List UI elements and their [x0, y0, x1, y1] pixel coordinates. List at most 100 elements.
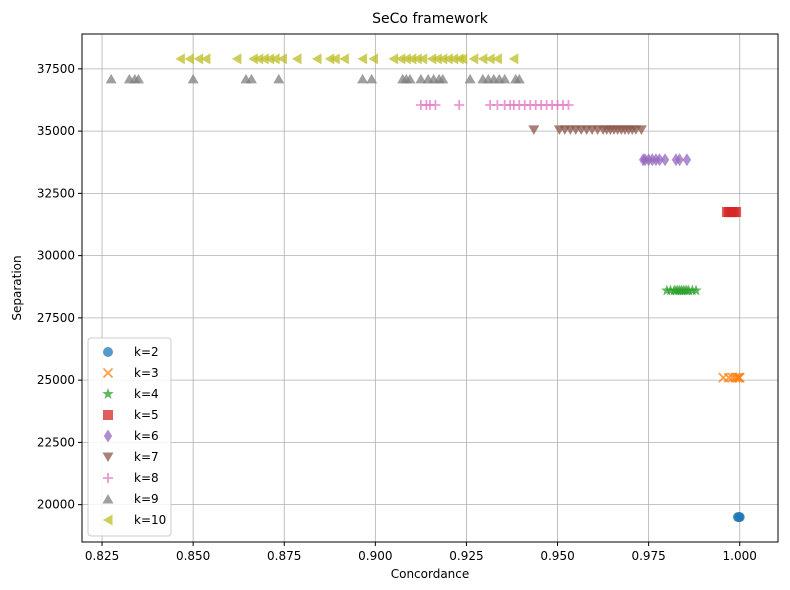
data-point	[412, 53, 422, 65]
data-point	[175, 53, 185, 65]
data-point	[277, 53, 287, 65]
x-tick-label: 0.850	[176, 549, 210, 563]
legend-entry: k=7	[134, 450, 159, 464]
data-point	[264, 53, 275, 65]
data-point	[330, 53, 340, 65]
data-point	[443, 53, 453, 65]
y-tick-label: 22500	[37, 435, 75, 449]
series-k=3	[718, 372, 745, 383]
data-point	[690, 284, 702, 296]
data-point	[401, 53, 411, 65]
data-point	[485, 53, 495, 65]
data-point	[675, 153, 684, 167]
data-point	[339, 53, 349, 65]
x-tick-label: 0.925	[449, 549, 483, 563]
y-axis-ticks: 20000 22500 25000 27500 30000 32500 35000 37500	[37, 62, 82, 512]
y-tick-label: 37500	[37, 62, 75, 76]
x-axis-label: Concordance	[391, 567, 470, 581]
data-point	[426, 53, 437, 65]
data-point	[655, 153, 664, 167]
y-tick-label: 25000	[37, 373, 75, 387]
x-tick-label: 0.975	[631, 549, 665, 563]
series-k=6	[638, 153, 692, 167]
data-point	[499, 73, 511, 84]
data-point	[415, 73, 427, 84]
data-point	[734, 512, 745, 523]
data-point	[437, 73, 449, 84]
data-point	[563, 99, 574, 110]
data-point	[417, 53, 428, 65]
data-point	[366, 73, 378, 84]
data-points	[105, 53, 745, 523]
legend-marker	[103, 347, 113, 357]
x-tick-label: 0.825	[85, 549, 119, 563]
data-point	[448, 53, 459, 65]
grid-lines	[82, 34, 778, 542]
y-tick-label: 35000	[37, 124, 75, 138]
legend-entry: k=9	[134, 492, 159, 506]
plot-frame	[81, 33, 779, 543]
x-tick-label: 0.900	[358, 549, 392, 563]
x-axis-ticks: 0.825 0.850 0.875 0.900 0.925 0.950 0.975 1.000	[85, 542, 757, 563]
series-k=4	[661, 284, 702, 296]
data-point	[368, 53, 379, 65]
data-point	[231, 53, 242, 65]
data-point	[395, 53, 406, 65]
data-point	[682, 153, 692, 167]
legend-entry: k=10	[134, 513, 166, 527]
legend-marker	[103, 429, 113, 443]
data-point	[193, 53, 204, 65]
data-point	[273, 73, 285, 84]
legend-marker	[103, 473, 113, 483]
legend-box	[87, 337, 172, 537]
data-point	[187, 73, 199, 84]
legend-marker	[103, 514, 113, 526]
series-k=7	[528, 125, 647, 135]
data-point	[324, 53, 335, 65]
data-point	[732, 372, 743, 383]
data-point	[312, 53, 322, 65]
chart-title: SeCo framework	[372, 11, 489, 27]
y-tick-label: 30000	[37, 249, 75, 263]
data-point	[513, 73, 525, 84]
data-point	[528, 125, 540, 135]
data-point	[508, 53, 519, 65]
data-point	[357, 53, 368, 65]
data-point	[388, 53, 399, 65]
series-k=10	[175, 53, 519, 65]
data-point	[660, 153, 670, 167]
data-point	[406, 53, 417, 65]
legend-entry: k=3	[134, 366, 159, 380]
y-tick-label: 27500	[37, 311, 75, 325]
legend-entry: k=6	[134, 429, 159, 443]
legend-marker	[103, 410, 113, 420]
data-point	[454, 99, 465, 110]
data-point	[245, 73, 257, 84]
y-tick-label: 20000	[37, 498, 75, 512]
data-point	[457, 53, 468, 65]
series-k=8	[415, 99, 574, 110]
x-tick-label: 0.875	[267, 549, 301, 563]
data-point	[105, 73, 117, 84]
data-point	[200, 53, 211, 65]
x-tick-label: 1.000	[723, 549, 757, 563]
data-point	[468, 53, 479, 65]
legend-marker	[102, 388, 114, 399]
data-point	[734, 372, 745, 383]
y-axis-label: Separation	[10, 255, 24, 320]
data-point	[731, 207, 742, 218]
legend-entry: k=5	[134, 408, 159, 422]
series-k=9	[105, 73, 525, 84]
data-point	[437, 53, 448, 65]
legend-marker	[102, 494, 114, 504]
data-point	[132, 73, 144, 84]
data-point	[464, 73, 476, 84]
legend-entry: k=4	[134, 387, 159, 401]
data-point	[432, 53, 442, 65]
data-point	[404, 73, 416, 84]
data-point	[730, 372, 741, 383]
data-point	[259, 53, 269, 65]
series-k=5	[721, 207, 742, 218]
data-point	[357, 73, 369, 84]
data-point	[248, 53, 258, 65]
